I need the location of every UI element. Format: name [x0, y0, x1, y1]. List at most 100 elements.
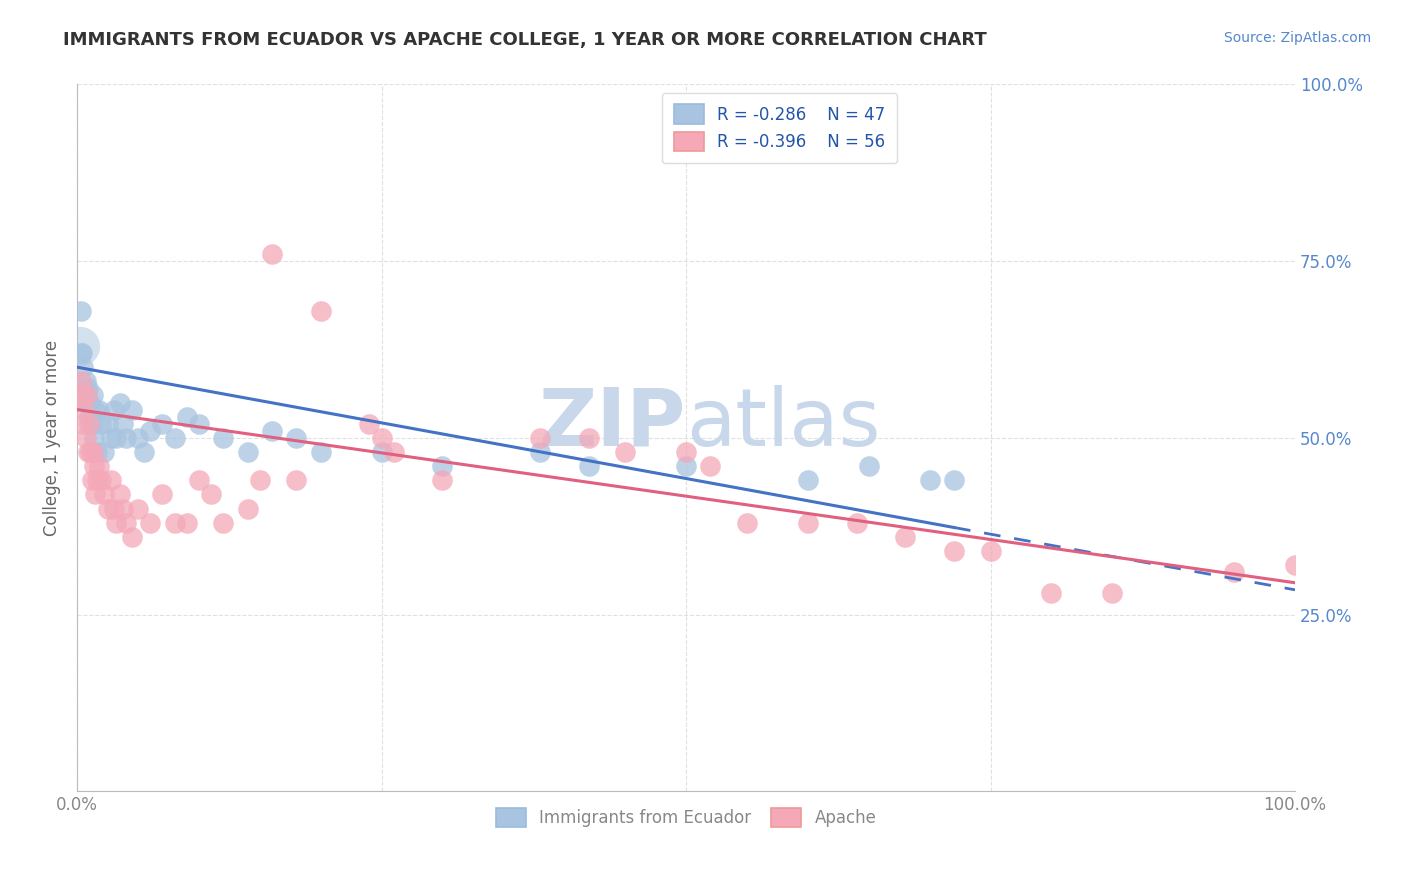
Point — [70, 346, 93, 360]
Point — [79, 395, 101, 409]
Point — [614, 445, 637, 459]
Point — [87, 459, 110, 474]
Point — [1040, 586, 1063, 600]
Point — [382, 445, 405, 459]
Point — [84, 487, 107, 501]
Point — [112, 417, 135, 431]
Point — [127, 431, 149, 445]
Y-axis label: College, 1 year or more: College, 1 year or more — [44, 340, 60, 536]
Legend: Immigrants from Ecuador, Apache: Immigrants from Ecuador, Apache — [489, 801, 883, 834]
Point — [150, 487, 173, 501]
Point — [918, 473, 941, 487]
Point — [578, 431, 600, 445]
Point — [103, 402, 125, 417]
Point — [69, 339, 91, 353]
Point — [84, 402, 107, 417]
Point — [236, 445, 259, 459]
Point — [797, 516, 820, 530]
Point — [105, 431, 128, 445]
Point — [894, 530, 917, 544]
Point — [529, 431, 551, 445]
Point — [108, 395, 131, 409]
Point — [72, 417, 94, 431]
Point — [578, 459, 600, 474]
Point — [73, 402, 96, 417]
Text: Source: ZipAtlas.com: Source: ZipAtlas.com — [1223, 31, 1371, 45]
Point — [70, 388, 93, 402]
Point — [75, 431, 97, 445]
Point — [187, 417, 209, 431]
Point — [309, 445, 332, 459]
Text: atlas: atlas — [686, 384, 880, 463]
Point — [90, 417, 112, 431]
Point — [139, 424, 162, 438]
Point — [69, 346, 91, 360]
Point — [83, 459, 105, 474]
Point — [93, 487, 115, 501]
Point — [187, 473, 209, 487]
Point — [77, 445, 100, 459]
Point — [163, 431, 186, 445]
Point — [943, 544, 966, 558]
Point — [77, 381, 100, 395]
Point — [370, 445, 392, 459]
Point — [285, 431, 308, 445]
Point — [176, 409, 198, 424]
Point — [75, 374, 97, 388]
Point — [77, 409, 100, 424]
Point — [529, 445, 551, 459]
Point — [1284, 558, 1306, 573]
Point — [675, 459, 697, 474]
Point — [359, 417, 381, 431]
Point — [108, 487, 131, 501]
Point — [80, 417, 103, 431]
Point — [105, 516, 128, 530]
Point — [200, 487, 222, 501]
Point — [309, 303, 332, 318]
Point — [76, 395, 98, 409]
Point — [260, 247, 283, 261]
Point — [72, 360, 94, 375]
Point — [212, 431, 235, 445]
Point — [858, 459, 880, 474]
Point — [285, 473, 308, 487]
Point — [114, 516, 136, 530]
Point — [236, 501, 259, 516]
Point — [127, 501, 149, 516]
Point — [82, 445, 104, 459]
Point — [79, 445, 101, 459]
Point — [432, 459, 454, 474]
Point — [675, 445, 697, 459]
Point — [176, 516, 198, 530]
Text: IMMIGRANTS FROM ECUADOR VS APACHE COLLEGE, 1 YEAR OR MORE CORRELATION CHART: IMMIGRANTS FROM ECUADOR VS APACHE COLLEG… — [63, 31, 987, 49]
Point — [103, 501, 125, 516]
Point — [86, 445, 108, 459]
Point — [735, 516, 758, 530]
Point — [163, 516, 186, 530]
Point — [432, 473, 454, 487]
Point — [121, 530, 143, 544]
Point — [797, 473, 820, 487]
Point — [370, 431, 392, 445]
Point — [150, 417, 173, 431]
Point — [73, 381, 96, 395]
Point — [212, 516, 235, 530]
Point — [96, 417, 118, 431]
Point — [87, 402, 110, 417]
Point — [86, 473, 108, 487]
Point — [943, 473, 966, 487]
Point — [100, 431, 122, 445]
Point — [100, 473, 122, 487]
Point — [980, 544, 1002, 558]
Point — [93, 445, 115, 459]
Point — [1223, 565, 1246, 579]
Point — [699, 459, 721, 474]
Point — [114, 431, 136, 445]
Point — [260, 424, 283, 438]
Point — [845, 516, 868, 530]
Point — [96, 501, 118, 516]
Point — [121, 402, 143, 417]
Point — [1101, 586, 1123, 600]
Point — [132, 445, 155, 459]
Point — [90, 473, 112, 487]
